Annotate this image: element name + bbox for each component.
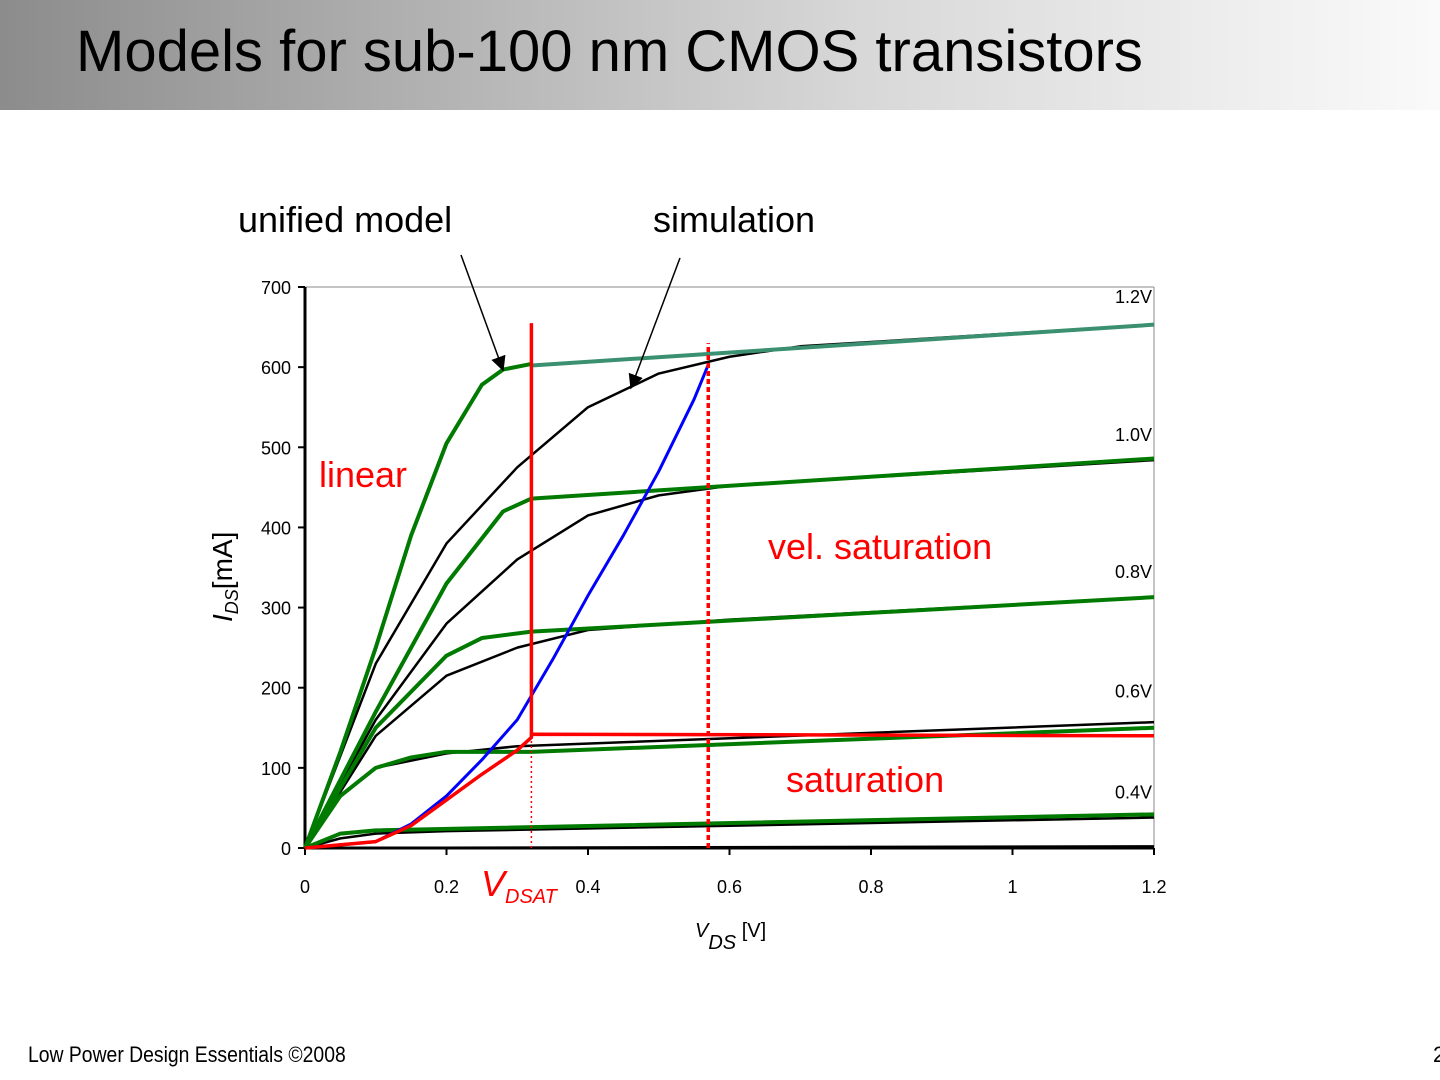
curve-label: 0.6V	[1115, 681, 1152, 701]
series-model_sat-1.2V	[531, 322, 1155, 368]
annotation-unified-model: unified model	[238, 199, 452, 240]
slide-title: Models for sub-100 nm CMOS transistors	[76, 19, 1143, 84]
series-simulation-0.4V	[304, 816, 1155, 850]
x-tick-label: 0	[300, 877, 310, 897]
y-tick-label: 0	[281, 839, 291, 859]
curve-label: 1.0V	[1115, 425, 1152, 445]
curve-label: 0.4V	[1115, 782, 1152, 802]
x-tick-label: 0.8	[858, 877, 883, 897]
series-simulation-1.0V	[303, 458, 1155, 849]
footer-text: Low Power Design Essentials ©2008	[28, 1042, 346, 1067]
vdsat-label: VDSAT	[481, 863, 559, 908]
region-label-saturation: saturation	[786, 759, 944, 800]
curve-label: 1.2V	[1115, 287, 1152, 307]
series-simulation-1.2V	[303, 323, 1155, 849]
y-tick-label: 700	[261, 278, 291, 298]
y-tick-label: 300	[261, 599, 291, 619]
y-axis-label: IDS[mA]	[207, 532, 242, 622]
page-number: 2	[1433, 1042, 1440, 1067]
annotation-simulation: simulation	[653, 199, 815, 240]
series-model-1.0V	[303, 456, 1155, 849]
x-axis-label: VDS [V]	[695, 920, 766, 954]
arrow-simulation	[628, 257, 681, 390]
x-tick-label: 0.6	[717, 877, 742, 897]
y-tick-label: 200	[261, 679, 291, 699]
title-bar	[0, 0, 1440, 110]
y-tick-label: 400	[261, 518, 291, 538]
y-tick-label: 100	[261, 759, 291, 779]
series-model-0.8V	[303, 595, 1155, 850]
series-saturation_model	[304, 732, 1155, 850]
region-label-vel-saturation: vel. saturation	[768, 526, 992, 567]
series-model-1.2V	[303, 361, 532, 849]
x-tick-label: 0.4	[575, 877, 600, 897]
y-tick-label: 500	[261, 438, 291, 458]
region-label-linear: linear	[319, 454, 407, 495]
x-tick-label: 1	[1007, 877, 1017, 897]
series-simulation-low	[304, 845, 1155, 850]
series-model-0.4V	[304, 812, 1155, 850]
x-tick-label: 1.2	[1141, 877, 1166, 897]
arrow-unified-model	[460, 254, 506, 372]
y-tick-label: 600	[261, 358, 291, 378]
x-tick-label: 0.2	[434, 877, 459, 897]
curve-label: 0.8V	[1115, 562, 1152, 582]
